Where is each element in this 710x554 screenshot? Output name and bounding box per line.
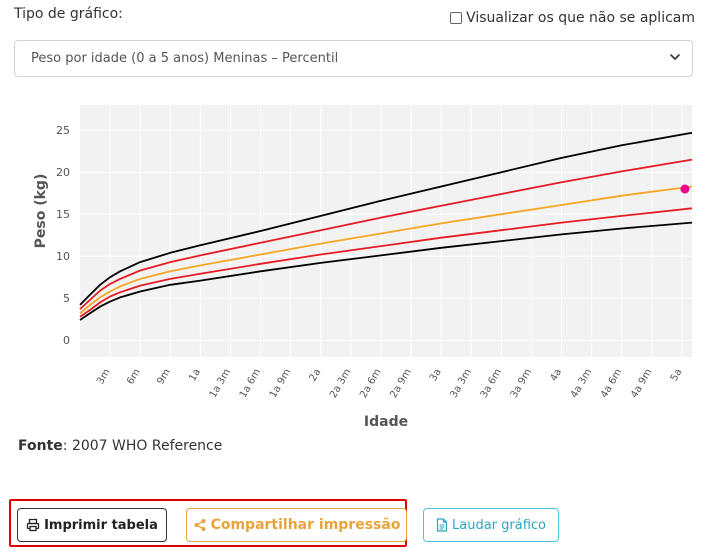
source-prefix: Fonte <box>18 438 63 454</box>
y-tick-label: 10 <box>56 250 70 263</box>
x-tick-label: 4a <box>548 367 564 383</box>
x-tick-label: 9m <box>155 367 173 386</box>
percentile-line-2 <box>79 207 693 318</box>
x-tick-label: 1a 9m <box>268 367 293 400</box>
percentile-line-5 <box>79 131 693 306</box>
y-tick-label: 15 <box>56 208 70 221</box>
x-tick-label: 2a <box>308 367 324 383</box>
growth-chart: 0 5 10 15 20 25 3m 6m 9m 1a 1a 3m 1a 6m 1a 9m 2a 2a 3m… <box>33 105 693 430</box>
x-tick-label: 6m <box>125 367 143 386</box>
printer-icon <box>26 518 40 532</box>
chevron-down-icon <box>670 54 680 60</box>
x-tick-label: 1a 6m <box>238 367 263 400</box>
x-tick-label: 4a 6m <box>599 367 624 400</box>
not-applicable-label: Visualizar os que não se aplicam <box>466 10 695 26</box>
y-tick-label: 20 <box>56 166 70 179</box>
print-table-button[interactable]: Imprimir tabela <box>17 508 167 542</box>
x-tick-label: 4a 9m <box>629 367 654 400</box>
share-icon <box>194 519 206 531</box>
y-tick-label: 0 <box>63 334 70 347</box>
x-tick-label: 3m <box>95 367 113 386</box>
x-tick-label: 3a 6m <box>479 367 504 400</box>
y-tick-label: 5 <box>63 292 70 305</box>
document-icon <box>436 518 448 532</box>
source-text: : 2007 WHO Reference <box>62 438 223 454</box>
x-tick-label: 2a 6m <box>358 367 383 400</box>
x-tick-label: 5a <box>669 367 685 383</box>
share-print-button[interactable]: Compartilhar impressão <box>186 508 407 542</box>
patient-data-point <box>680 184 690 194</box>
share-print-label: Compartilhar impressão <box>210 517 401 533</box>
chart-type-select[interactable]: Peso por idade (0 a 5 anos) Meninas – Pe… <box>14 40 693 77</box>
not-applicable-checkbox[interactable] <box>450 12 463 24</box>
y-axis-label: Peso (kg) <box>33 174 49 249</box>
laudar-chart-label: Laudar gráfico <box>452 517 546 533</box>
chart-type-selected-value: Peso por idade (0 a 5 anos) Meninas – Pe… <box>31 51 339 66</box>
x-tick-label: 1a <box>187 367 203 383</box>
y-tick-label: 25 <box>56 124 70 137</box>
x-tick-label: 3a 9m <box>509 367 534 400</box>
source-note: Fonte: 2007 WHO Reference <box>18 438 222 454</box>
percentile-line-3 <box>79 185 693 314</box>
print-table-label: Imprimir tabela <box>44 517 158 533</box>
percentile-line-1 <box>79 221 693 321</box>
x-tick-label: 2a 9m <box>388 367 413 400</box>
chart-type-label: Tipo de gráfico: <box>14 6 123 22</box>
x-axis-label: Idade <box>364 414 408 430</box>
not-applicable-toggle[interactable]: Visualizar os que não se aplicam <box>450 10 695 26</box>
x-tick-label: 1a 3m <box>208 367 233 400</box>
x-tick-label: 2a 3m <box>328 367 353 400</box>
x-tick-label: 4a 3m <box>569 367 594 400</box>
percentile-line-4 <box>79 158 693 310</box>
laudar-chart-button[interactable]: Laudar gráfico <box>423 508 559 542</box>
x-tick-label: 3a <box>428 367 444 383</box>
x-tick-label: 3a 3m <box>448 367 473 400</box>
